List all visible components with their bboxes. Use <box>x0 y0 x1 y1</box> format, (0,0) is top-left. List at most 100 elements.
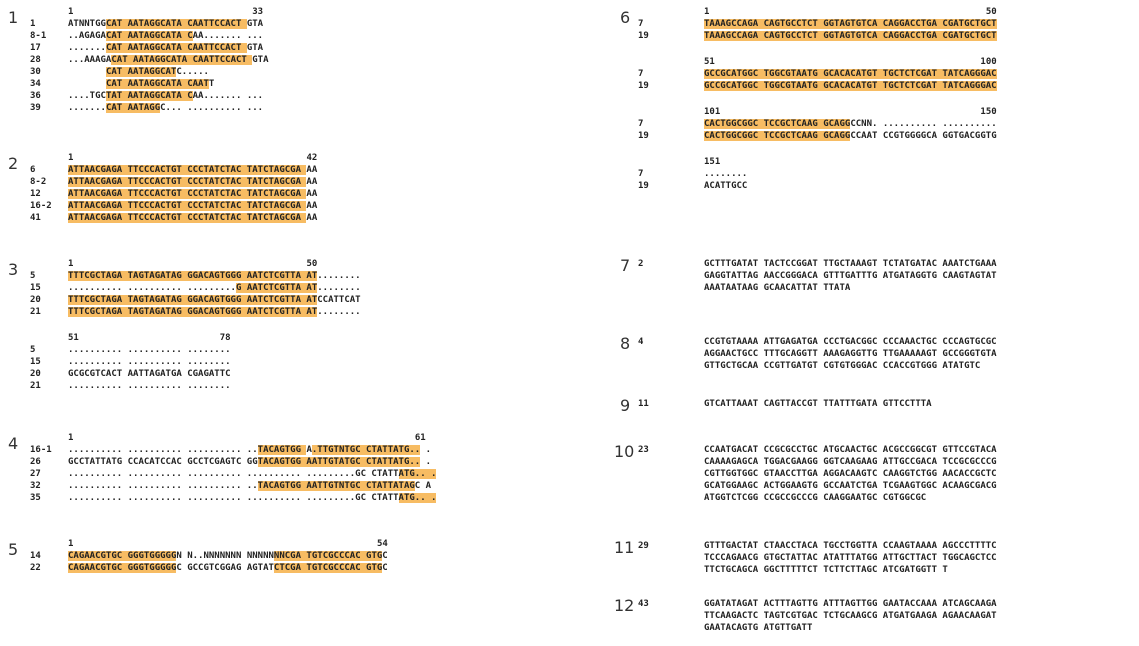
sequence-row: GAATACAGTG ATGTTGATT <box>638 622 1138 634</box>
sequence: GCCGCATGGC TGGCGTAATG GCACACATGT TGCTCTC… <box>704 68 997 80</box>
highlighted-segment: TTTCGCTAGA TAGTAGATAG GGACAGTGGG AATCTCG… <box>68 271 318 281</box>
sequence-segment: AA <box>306 213 318 223</box>
sequence: .......... .......... ........ <box>68 344 231 356</box>
sequence-row: 15 .......... .......... .........G AATCT… <box>30 282 590 294</box>
highlighted-segment: GCCGCATGGC TGGCGTAATG GCACACATGT TGCTCTC… <box>704 69 997 79</box>
sequence-row: 14 CAGAACGTGC GGGTGGGGGN N..NNNNNNN NNNNN… <box>30 550 590 562</box>
ruler-start: 1 <box>68 153 74 163</box>
ruler-start: 1 <box>68 539 74 549</box>
sequence-id: 12 <box>30 189 41 199</box>
sequence-row: 4 CCGTGTAAAA ATTGAGATGA CCCTGACGGC CCCAAA… <box>638 336 1138 348</box>
sequence-id: 2 <box>638 259 644 269</box>
position-ruler: 1 54 <box>30 538 590 550</box>
highlighted-segment: TAT AATAGGCATA C <box>105 91 193 101</box>
sequence-row: 12 ATTAACGAGA TTCCCACTGT CCCTATCTAC TATCT… <box>30 188 590 200</box>
sequence-row: 20 GCGCGTCACT AATTAGATGA CGAGATTC <box>30 368 590 380</box>
sequence-row: 15 .......... .......... ........ <box>30 356 590 368</box>
position-ruler: 1 33 <box>30 6 590 18</box>
sequence-text: GGATATAGAT ACTTTAGTTG ATTTAGTTGG GAATACC… <box>704 599 997 609</box>
sequence-row: 27 .......... .......... .......... .....… <box>30 468 590 480</box>
position-ruler: 51 78 <box>30 332 590 344</box>
sequence-segment: N N..NNNNNNN NNNNN <box>176 551 274 561</box>
sequence: CACTGGCGGC TCCGCTCAAG GCAGGCCAAT CCGTGGG… <box>704 130 997 142</box>
sequence-row: 41 ATTAACGAGA TTCCCACTGT CCCTATCTAC TATCT… <box>30 212 590 224</box>
sequence-segment: .......... .......... ........ <box>68 357 231 367</box>
highlighted-segment: CAT AATAGG <box>105 103 161 113</box>
position-ruler: 1 61 <box>30 432 590 444</box>
sequence-id: 43 <box>638 599 649 609</box>
sequence-row: GAGGTATTAG AACCGGGACA GTTTGATTTG ATGATAG… <box>638 270 1138 282</box>
ruler-end: 78 <box>219 333 231 343</box>
sequence-segment: GTA <box>252 55 269 65</box>
block-number: 9 <box>620 396 631 415</box>
sequence-segment: ....TGC <box>68 91 106 101</box>
highlighted-segment: TACAGTGG <box>257 445 307 455</box>
sequence-segment: . <box>420 445 432 455</box>
sequence-row: 7 CACTGGCGGC TCCGCTCAAG GCAGGCCNN. ......… <box>638 118 1138 130</box>
sequence-id: 32 <box>30 481 41 491</box>
sequence-segment: .......... .......... .......... .. <box>68 481 258 491</box>
sequence-row: 19 CACTGGCGGC TCCGCTCAAG GCAGGCCAAT CCGTG… <box>638 130 1138 142</box>
sequence-segment: ........ <box>317 283 361 293</box>
highlighted-segment: CAGAACGTGC GGGTGGGGG <box>68 563 177 573</box>
sequence: CAGAACGTGC GGGTGGGGGC GCCGTCGGAG AGTATCT… <box>68 562 388 574</box>
highlighted-segment: ATTAACGAGA TTCCCACTGT CCCTATCTAC TATCTAG… <box>68 177 307 187</box>
sequence-segment: GTA <box>246 19 264 29</box>
sequence-row: 8-1 ..AGAGACAT AATAGGCATA CAA....... ... <box>30 30 590 42</box>
sequence-id: 27 <box>30 469 41 479</box>
ruler-start: 1 <box>704 7 710 17</box>
block-number: 1 <box>8 8 19 27</box>
sequence-row: 32 .......... .......... .......... ..TAC… <box>30 480 590 492</box>
sequence-id: 19 <box>638 181 649 191</box>
sequence-segment: . <box>420 457 432 467</box>
sequence-id: 16-2 <box>30 201 52 211</box>
sequence-row: 8-2 ATTAACGAGA TTCCCACTGT CCCTATCTAC TATC… <box>30 176 590 188</box>
sequence-id: 8-1 <box>30 31 47 41</box>
sequence: .......... .......... ........ <box>68 356 231 368</box>
sequence-segment: ....... <box>68 103 106 113</box>
sequence-id: 15 <box>30 283 41 293</box>
highlighted-segment: CAT AATAGGCATA CAAT <box>105 79 209 89</box>
sequence-id: 39 <box>30 103 41 113</box>
sequence-row: CGTTGGTGGC GTAACCTTGA AGGACAAGTC CAAGGTC… <box>638 468 1138 480</box>
sequence-id: 22 <box>30 563 41 573</box>
block-lines: 11 GTCATTAAAT CAGTTACCGT TTATTTGATA GTTCC… <box>638 398 1138 410</box>
sequence-row: 28 ...AAAGACAT AATAGGCATA CAATTCCACT GTA <box>30 54 590 66</box>
sequence-row: 43 GGATATAGAT ACTTTAGTTG ATTTAGTTGG GAATA… <box>638 598 1138 610</box>
sequence-segment: T <box>208 79 215 89</box>
sequence-id: 34 <box>30 79 41 89</box>
sequence-segment: .......... .......... ........ <box>68 345 231 355</box>
sequence-id: 15 <box>30 357 41 367</box>
sequence-segment: A <box>306 445 312 455</box>
sequence-id: 19 <box>638 131 649 141</box>
sequence-row: 20 TTTCGCTAGA TAGTAGATAG GGACAGTGGG AATCT… <box>30 294 590 306</box>
sequence-row: 23 CCAATGACAT CCGCGCCTGC ATGCAACTGC ACGCC… <box>638 444 1138 456</box>
sequence-text: ATGGTCTCGG CCGCCGCCCG CAAGGAATGC CGTGGCG… <box>704 493 927 503</box>
highlighted-segment: G AATCTCGTTA AT <box>235 283 318 293</box>
sequence-row: 5 TTTCGCTAGA TAGTAGATAG GGACAGTGGG AATCTC… <box>30 270 590 282</box>
block-number: 12 <box>614 596 635 615</box>
ruler-end: 150 <box>980 107 997 117</box>
block-lines: 1 54 14 CAGAACGTGC GGGTGGGGGN N..NNNNNNN NN… <box>30 538 590 574</box>
block-number: 3 <box>8 260 19 279</box>
sequence-row: 39 .......CAT AATAGGC... .......... ... <box>30 102 590 114</box>
sequence: GCCGCATGGC TGGCGTAATG GCACACATGT TGCTCTC… <box>704 80 997 92</box>
sequence: .......... .......... .......... .......… <box>68 468 437 480</box>
sequence-id: 11 <box>638 399 649 409</box>
sequence-row: 22 CAGAACGTGC GGGTGGGGGC GCCGTCGGAG AGTAT… <box>30 562 590 574</box>
sequence: ATTAACGAGA TTCCCACTGT CCCTATCTAC TATCTAG… <box>68 212 317 224</box>
sequence: ATTAACGAGA TTCCCACTGT CCCTATCTAC TATCTAG… <box>68 188 317 200</box>
block-number: 4 <box>8 434 19 453</box>
sequence: ATTAACGAGA TTCCCACTGT CCCTATCTAC TATCTAG… <box>68 176 317 188</box>
sequence-row: AAATAATAAG GCAACATTAT TTATA <box>638 282 1138 294</box>
sequence-segment: ACATTGCC <box>704 181 748 191</box>
spacer <box>638 92 1138 106</box>
sequence-segment: .......... .......... .......... .. <box>68 445 258 455</box>
position-ruler: 1 50 <box>638 6 1138 18</box>
sequence-row: 16-2 ATTAACGAGA TTCCCACTGT CCCTATCTAC TAT… <box>30 200 590 212</box>
position-ruler: 51 100 <box>638 56 1138 68</box>
ruler-start: 1 <box>68 259 74 269</box>
highlighted-segment: TTTCGCTAGA TAGTAGATAG GGACAGTGGG AATCTCG… <box>68 295 318 305</box>
sequence-row: 2 GCTTTGATAT TACTCCGGAT TTGCTAAAGT TCTATG… <box>638 258 1138 270</box>
sequence-row: 34 CAT AATAGGCATA CAATT <box>30 78 590 90</box>
